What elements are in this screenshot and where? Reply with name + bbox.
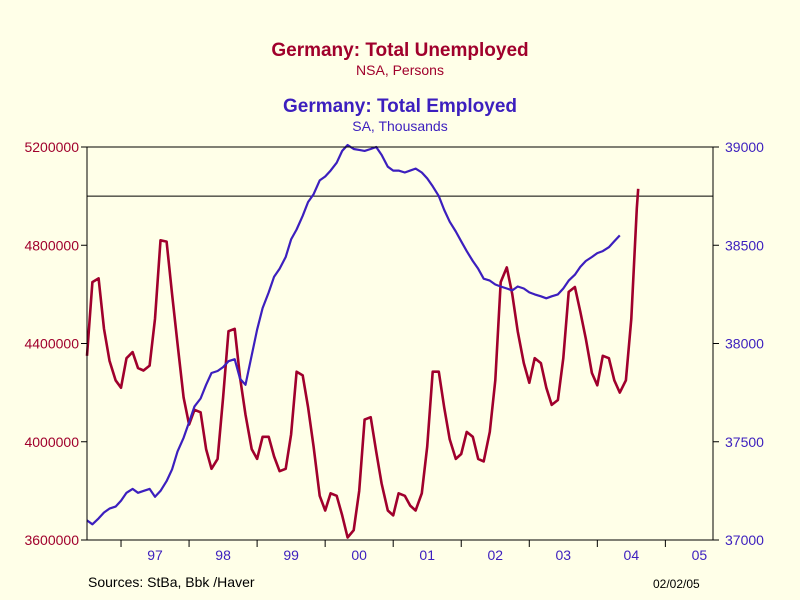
x-tick-label: 99	[283, 547, 299, 563]
series-line-employed	[86, 143, 621, 526]
right-tick-label: 39000	[725, 139, 764, 155]
left-axis: 3600000 4000000 4400000 4800000 5200000	[24, 139, 87, 548]
x-tick-label: 97	[147, 547, 163, 563]
plot-frame	[86, 146, 714, 541]
x-tick-label: 00	[351, 547, 367, 563]
left-tick-label: 5200000	[24, 139, 79, 155]
right-tick-label: 37500	[725, 434, 764, 450]
sources-note: Sources: StBa, Bbk /Haver	[88, 574, 255, 590]
subtitle-employed: SA, Thousands	[352, 118, 448, 134]
x-tick-label: 05	[692, 547, 708, 563]
chart-date: 02/02/05	[653, 577, 700, 591]
title-employed: Germany: Total Employed	[282, 96, 518, 117]
left-tick-label: 3600000	[24, 532, 79, 548]
right-axis: 37000 37500 38000 38500 39000	[713, 139, 764, 548]
x-tick-label: 03	[556, 547, 572, 563]
left-tick-label: 4400000	[24, 336, 79, 352]
x-tick-label: 01	[419, 547, 435, 563]
x-tick-label: 98	[215, 547, 231, 563]
series-line-unemployed	[85, 188, 640, 539]
right-tick-label: 38000	[725, 336, 764, 352]
x-tick-label: 02	[487, 547, 503, 563]
subtitle-unemployed: NSA, Persons	[356, 62, 444, 78]
right-tick-label: 37000	[725, 532, 764, 548]
left-tick-label: 4800000	[24, 237, 79, 253]
x-axis: 97 98 99 00 01 02 03 04 05	[120, 540, 708, 563]
title-unemployed: Germany: Total Unemployed	[271, 40, 529, 61]
left-tick-label: 4000000	[24, 434, 79, 450]
right-tick-label: 38500	[725, 237, 764, 253]
x-tick-label: 04	[624, 547, 640, 563]
